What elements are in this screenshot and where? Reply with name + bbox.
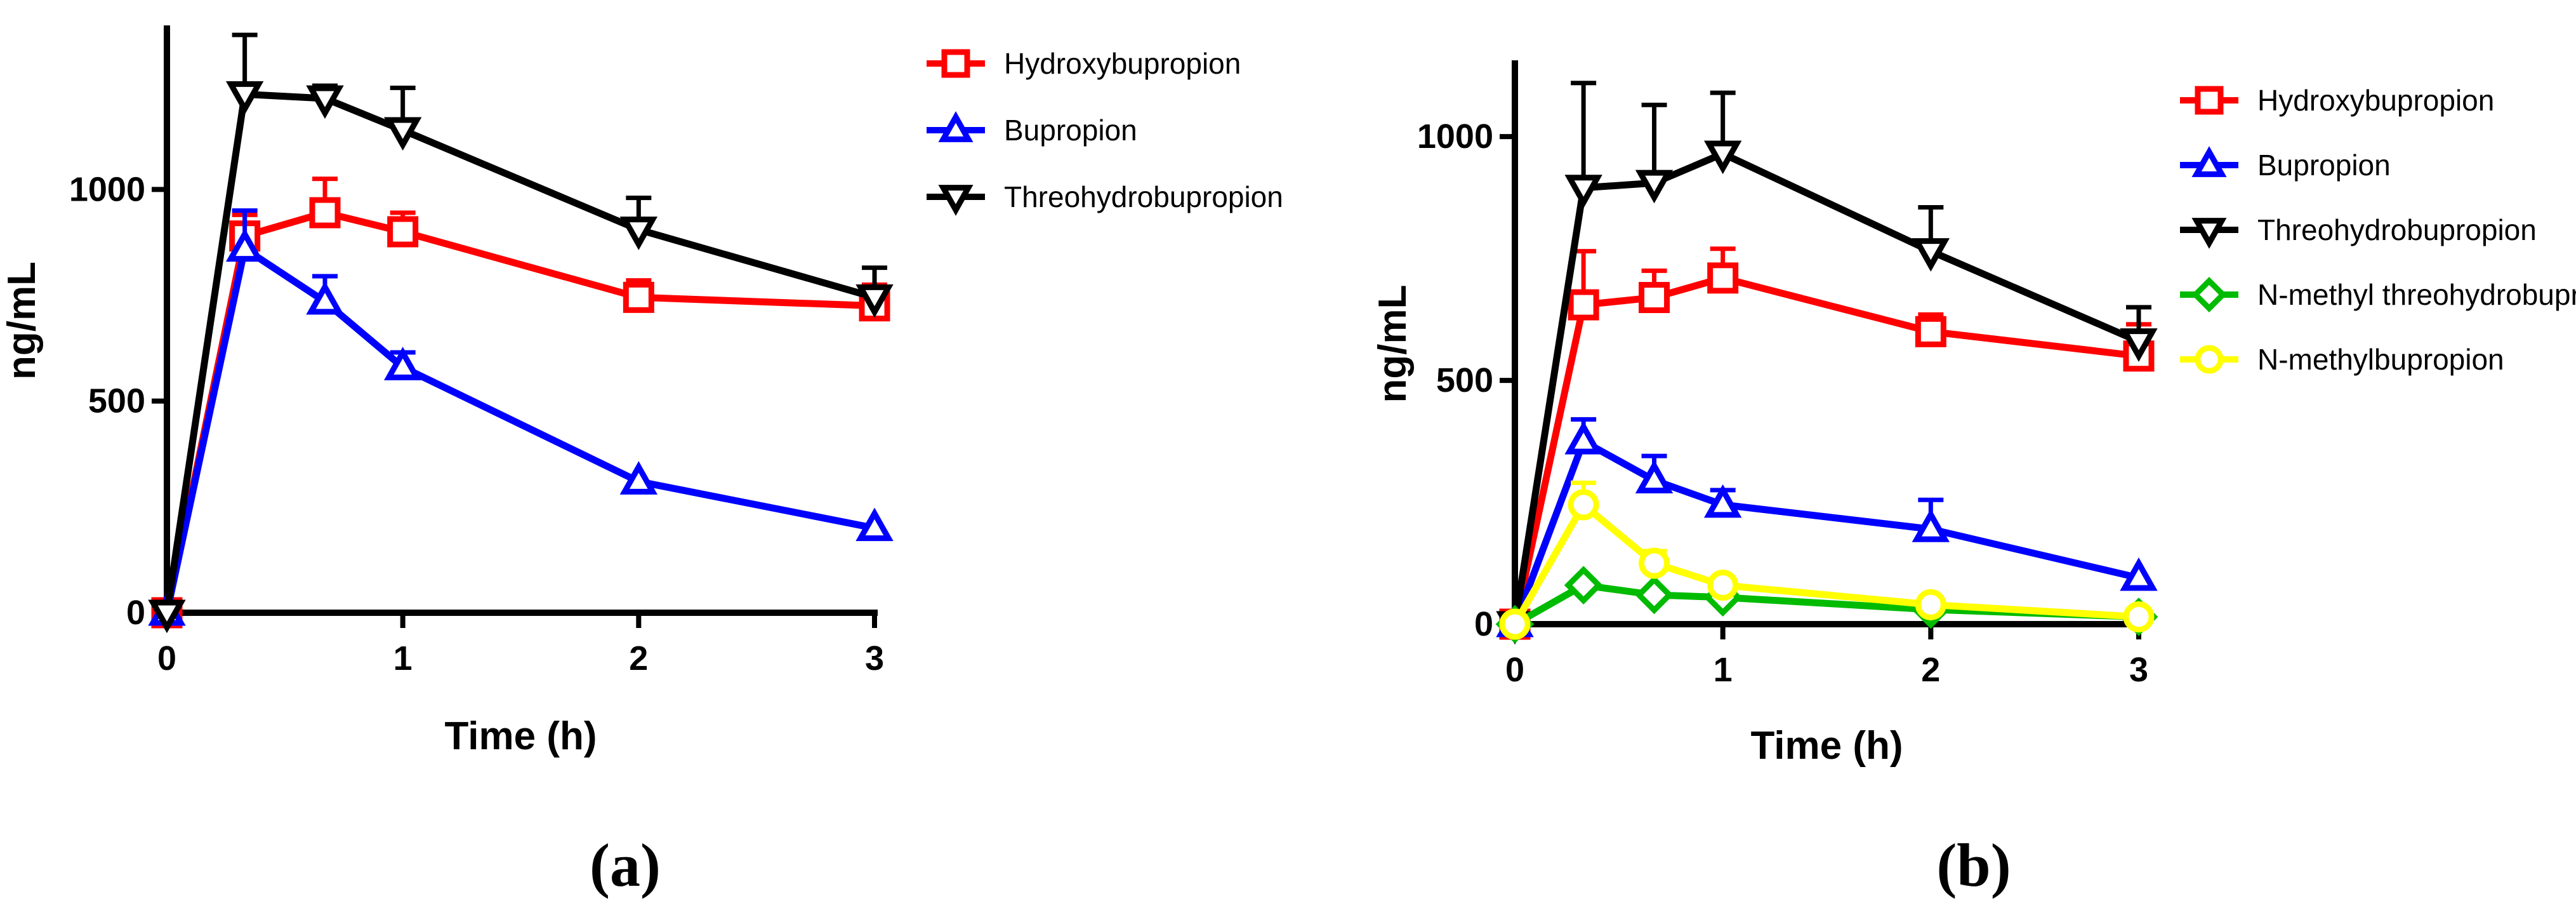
y-tick-label: 500: [1436, 361, 1493, 399]
series-line: [1511, 150, 2141, 625]
legend-label: Bupropion: [1004, 114, 1137, 147]
data-point: [387, 216, 419, 248]
series-line: [1511, 437, 2140, 625]
x-axis-label: Time (h): [1751, 724, 1903, 768]
legend-marker: [2195, 86, 2224, 115]
y-tick-label: 500: [88, 382, 145, 420]
data-point: [1564, 420, 1602, 455]
legend-item: Hydroxybupropion: [927, 47, 1241, 80]
data-point: [1915, 589, 1946, 620]
x-tick-label: 0: [1505, 651, 1524, 689]
series-line: [1511, 274, 2139, 625]
data-point: [619, 217, 658, 250]
y-tick-label: 0: [126, 594, 145, 632]
legend-label: Bupropion: [2257, 149, 2391, 182]
data-point: [383, 117, 422, 151]
x-tick-label: 3: [865, 639, 884, 678]
data-point: [148, 599, 186, 634]
x-tick-label: 1: [393, 639, 413, 678]
data-point: [1707, 570, 1739, 601]
data-point: [1564, 175, 1602, 208]
legend-label: N-methyl threohydrobupropi: [2257, 278, 2576, 311]
legend-label: Threohydrobupropion: [1004, 180, 1283, 213]
legend-item: Hydroxybupropion: [2180, 84, 2494, 117]
y-axis-label: ng/mL: [1371, 285, 1415, 403]
data-point: [225, 81, 264, 115]
y-tick-label: 0: [1474, 605, 1493, 643]
chart-panel-a: 0 500 1000 0 1 2 3 ng/mL Time (h) Hydroxybupropio…: [0, 25, 1283, 899]
series-threohydrobupropion: [148, 32, 894, 634]
data-point: [2120, 557, 2158, 591]
series-line: [163, 209, 875, 614]
data-point: [1568, 289, 1599, 321]
panel-label: (a): [590, 831, 661, 899]
legend-item: Bupropion: [927, 111, 1137, 147]
data-point: [1912, 509, 1950, 542]
legend-item: Threohydrobupropion: [927, 180, 1283, 216]
y-tick-label: 1000: [1417, 117, 1493, 156]
legend-marker: [2191, 218, 2227, 249]
legend-label: Threohydrobupropion: [2257, 213, 2537, 246]
x-axis-label: Time (h): [445, 714, 597, 758]
legend-marker: [941, 49, 970, 78]
data-point: [306, 85, 344, 119]
chart-panel-b: 0 500 1000 0 1 2 3 ng/mL Time (h) Hydroxybupropio…: [1371, 60, 2576, 899]
x-tick-label: 2: [1921, 651, 1940, 689]
data-point: [1639, 547, 1670, 579]
data-point: [619, 461, 658, 495]
data-point: [1635, 460, 1674, 493]
series-n-methyl-threohydrobupropi: [1495, 566, 2158, 644]
data-point: [1915, 316, 1946, 347]
data-point: [1912, 238, 1950, 272]
data-point: [1499, 608, 1531, 640]
y-axis-label: ng/mL: [0, 262, 44, 380]
legend-label: Hydroxybupropion: [2257, 84, 2494, 117]
series-line: [1513, 582, 2139, 627]
data-point: [1635, 575, 1674, 615]
data-point: [2120, 328, 2158, 362]
x-tick-label: 1: [1714, 651, 1733, 689]
x-tick-label: 0: [157, 639, 176, 678]
data-point: [1703, 140, 1742, 175]
data-point: [1635, 170, 1674, 204]
data-point: [855, 284, 894, 318]
legend-label: Hydroxybupropion: [1004, 47, 1241, 80]
series-line: [163, 90, 876, 613]
data-point: [623, 281, 654, 313]
legend-item: Threohydrobupropion: [2180, 213, 2537, 249]
y-tick-label: 1000: [69, 170, 145, 208]
x-tick-label: 3: [2129, 651, 2148, 689]
legend-marker: [938, 185, 974, 216]
legend-marker: [2195, 345, 2224, 374]
data-point: [225, 228, 264, 262]
data-point: [855, 507, 894, 542]
data-point: [1564, 566, 1603, 604]
series-n-methylbupropion: [1499, 480, 2155, 640]
legend-item: Bupropion: [2180, 146, 2391, 182]
legend-item: N-methyl threohydrobupropi: [2180, 277, 2576, 312]
legend-marker: [2191, 277, 2227, 312]
series-line: [1512, 501, 2139, 626]
panel-label: (b): [1936, 831, 2011, 899]
series-line: [163, 245, 876, 614]
data-point: [1707, 262, 1739, 294]
legend-marker: [938, 111, 974, 142]
data-point: [1639, 282, 1670, 314]
data-point: [309, 197, 341, 229]
data-point: [1703, 484, 1742, 518]
series-bupropion: [1496, 417, 2158, 638]
x-tick-label: 2: [629, 639, 648, 678]
data-point: [383, 347, 422, 380]
data-point: [1568, 489, 1599, 521]
legend-item: N-methylbupropion: [2180, 343, 2504, 376]
legend-marker: [2191, 146, 2227, 177]
data-point: [2123, 601, 2155, 632]
data-point: [306, 281, 344, 315]
legend-label: N-methylbupropion: [2257, 343, 2504, 376]
series-hydroxybupropion: [151, 177, 890, 629]
